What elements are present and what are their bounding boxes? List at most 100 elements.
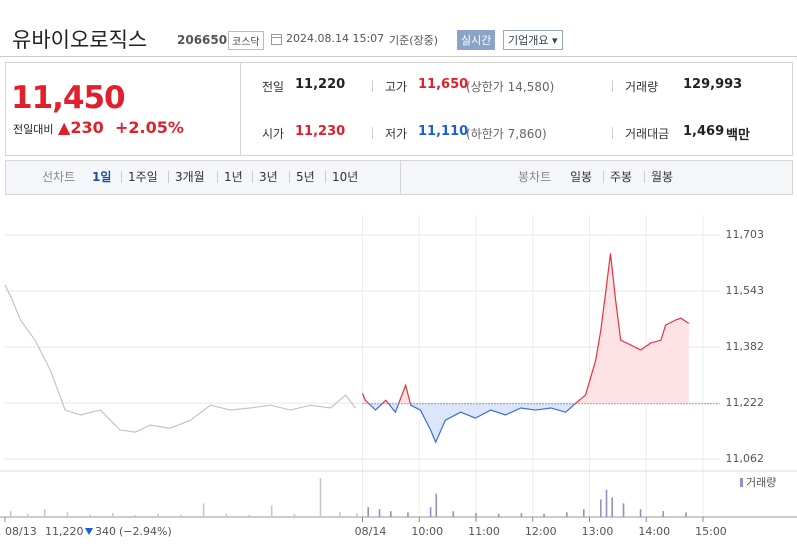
footer-value: 11,220 [45,525,84,538]
market-badge: 코스닥 [228,31,264,50]
candle-label: 봉차트 [518,170,552,184]
period-tab-3[interactable]: 1년 [224,170,243,184]
volume-bar [112,513,114,517]
period-label: 선차트 [42,170,76,184]
tab-sep[interactable] [644,171,645,183]
volume-bar [225,513,228,517]
tab-sep[interactable] [121,171,122,183]
volume-bar [475,513,477,517]
volume-bar [367,507,369,517]
y-tick-label: 11,222 [726,396,765,409]
summary-divider [240,62,241,156]
tab-sep[interactable] [217,171,218,183]
volume-bar [356,513,358,517]
item-sub: (하한가 7,860) [466,127,547,141]
period-tab-4[interactable]: 3년 [259,170,278,184]
period-tab-5[interactable]: 5년 [296,170,315,184]
volume-bar [662,511,665,517]
volume-bar [390,511,392,517]
item-value: 11,650 [418,77,469,92]
volume-bar [378,509,381,517]
footer-change: 340 [95,525,116,538]
item-unit: 백만 [726,128,750,143]
candle-tab-0[interactable]: 일봉 [570,170,593,184]
item-value: 129,993 [683,77,743,92]
volume-bar [605,489,608,517]
area-up [362,253,689,404]
price-line-down [368,403,576,444]
chart: 11,062 11,222 11,382 11,543 11,703 08/13 08/14… [0,215,797,538]
tab-sep[interactable] [289,171,290,183]
volume-bar [435,493,438,517]
stock-name: 유바이오로직스 [12,28,148,52]
period-tab-2[interactable]: 3개월 [175,170,205,184]
item-value: 11,110 [418,124,469,139]
volume-bar [600,499,602,517]
volume-bar [611,497,613,517]
item-label: 전일 [262,80,285,94]
volume-bar [202,503,205,517]
down-triangle [85,528,93,535]
candle-tab-1[interactable]: 주봉 [610,170,633,184]
company-info-button[interactable]: 기업개요 ▾ [503,30,563,50]
x-tick-label: 15:00 [695,525,727,538]
x-tick-label: 10:00 [411,525,443,538]
period-tab-6[interactable]: 10년 [332,170,359,184]
tab-sep[interactable] [325,171,326,183]
tab-sep[interactable] [252,171,253,183]
volume-bar [26,513,29,517]
y-tick-label: 11,543 [726,284,765,297]
area-down [368,403,576,443]
volume-legend-swatch [740,478,743,487]
item-value: 11,220 [295,77,346,92]
realtime-button[interactable]: 실시간 [457,30,496,50]
volume-bar [565,512,568,517]
period-tab-1[interactable]: 1주일 [128,170,158,184]
change-pct: +2.05% [115,118,184,137]
tab-sep[interactable] [603,171,604,183]
volume-bar [339,512,341,517]
item-sub: (상한가 14,580) [466,80,555,94]
volume-bar [639,509,642,517]
volume-bar [622,503,625,517]
volume-bar [9,511,12,517]
divider [0,56,797,57]
calendar-icon [271,34,282,45]
tab-divider [400,160,401,195]
footer-pct: (−2.94%) [119,525,172,538]
change-row: ▲230 [58,118,104,137]
item-value: 1,469 [683,124,725,139]
volume-bar [429,507,432,517]
volume-bar [543,513,545,517]
change: 230 [70,118,104,137]
item-divider [612,80,613,92]
volume-bar [134,515,137,517]
volume-legend: 거래량 [746,476,776,489]
volume-bar [180,514,182,517]
stock-code: 206650 [177,33,228,47]
x-tick-label: 13:00 [582,525,614,538]
volume-bar [157,513,160,517]
x-tick-label: 14:00 [638,525,670,538]
x-tick-label: 12:00 [525,525,557,538]
company-info-label: 기업개요 [508,34,549,47]
volume-bar [520,513,523,517]
item-label: 저가 [385,127,408,141]
volume-bar [452,511,455,517]
volume-bar [293,513,296,517]
tab-sep[interactable] [168,171,169,183]
candle-tab-2[interactable]: 월봉 [651,170,674,184]
volume-bar [407,512,409,517]
y-tick-label: 11,382 [726,340,765,353]
volume-bar [319,478,322,517]
item-divider [372,80,373,92]
price-line-up [361,253,690,404]
period-tab-0[interactable]: 1일 [92,170,112,184]
volume-bar [89,514,91,517]
item-label: 거래대금 [625,127,670,141]
x-tick-label: 08/14 [355,525,387,538]
volume-bar [270,505,273,517]
volume-bar [685,512,687,517]
current-price: 11,450 [11,80,126,116]
